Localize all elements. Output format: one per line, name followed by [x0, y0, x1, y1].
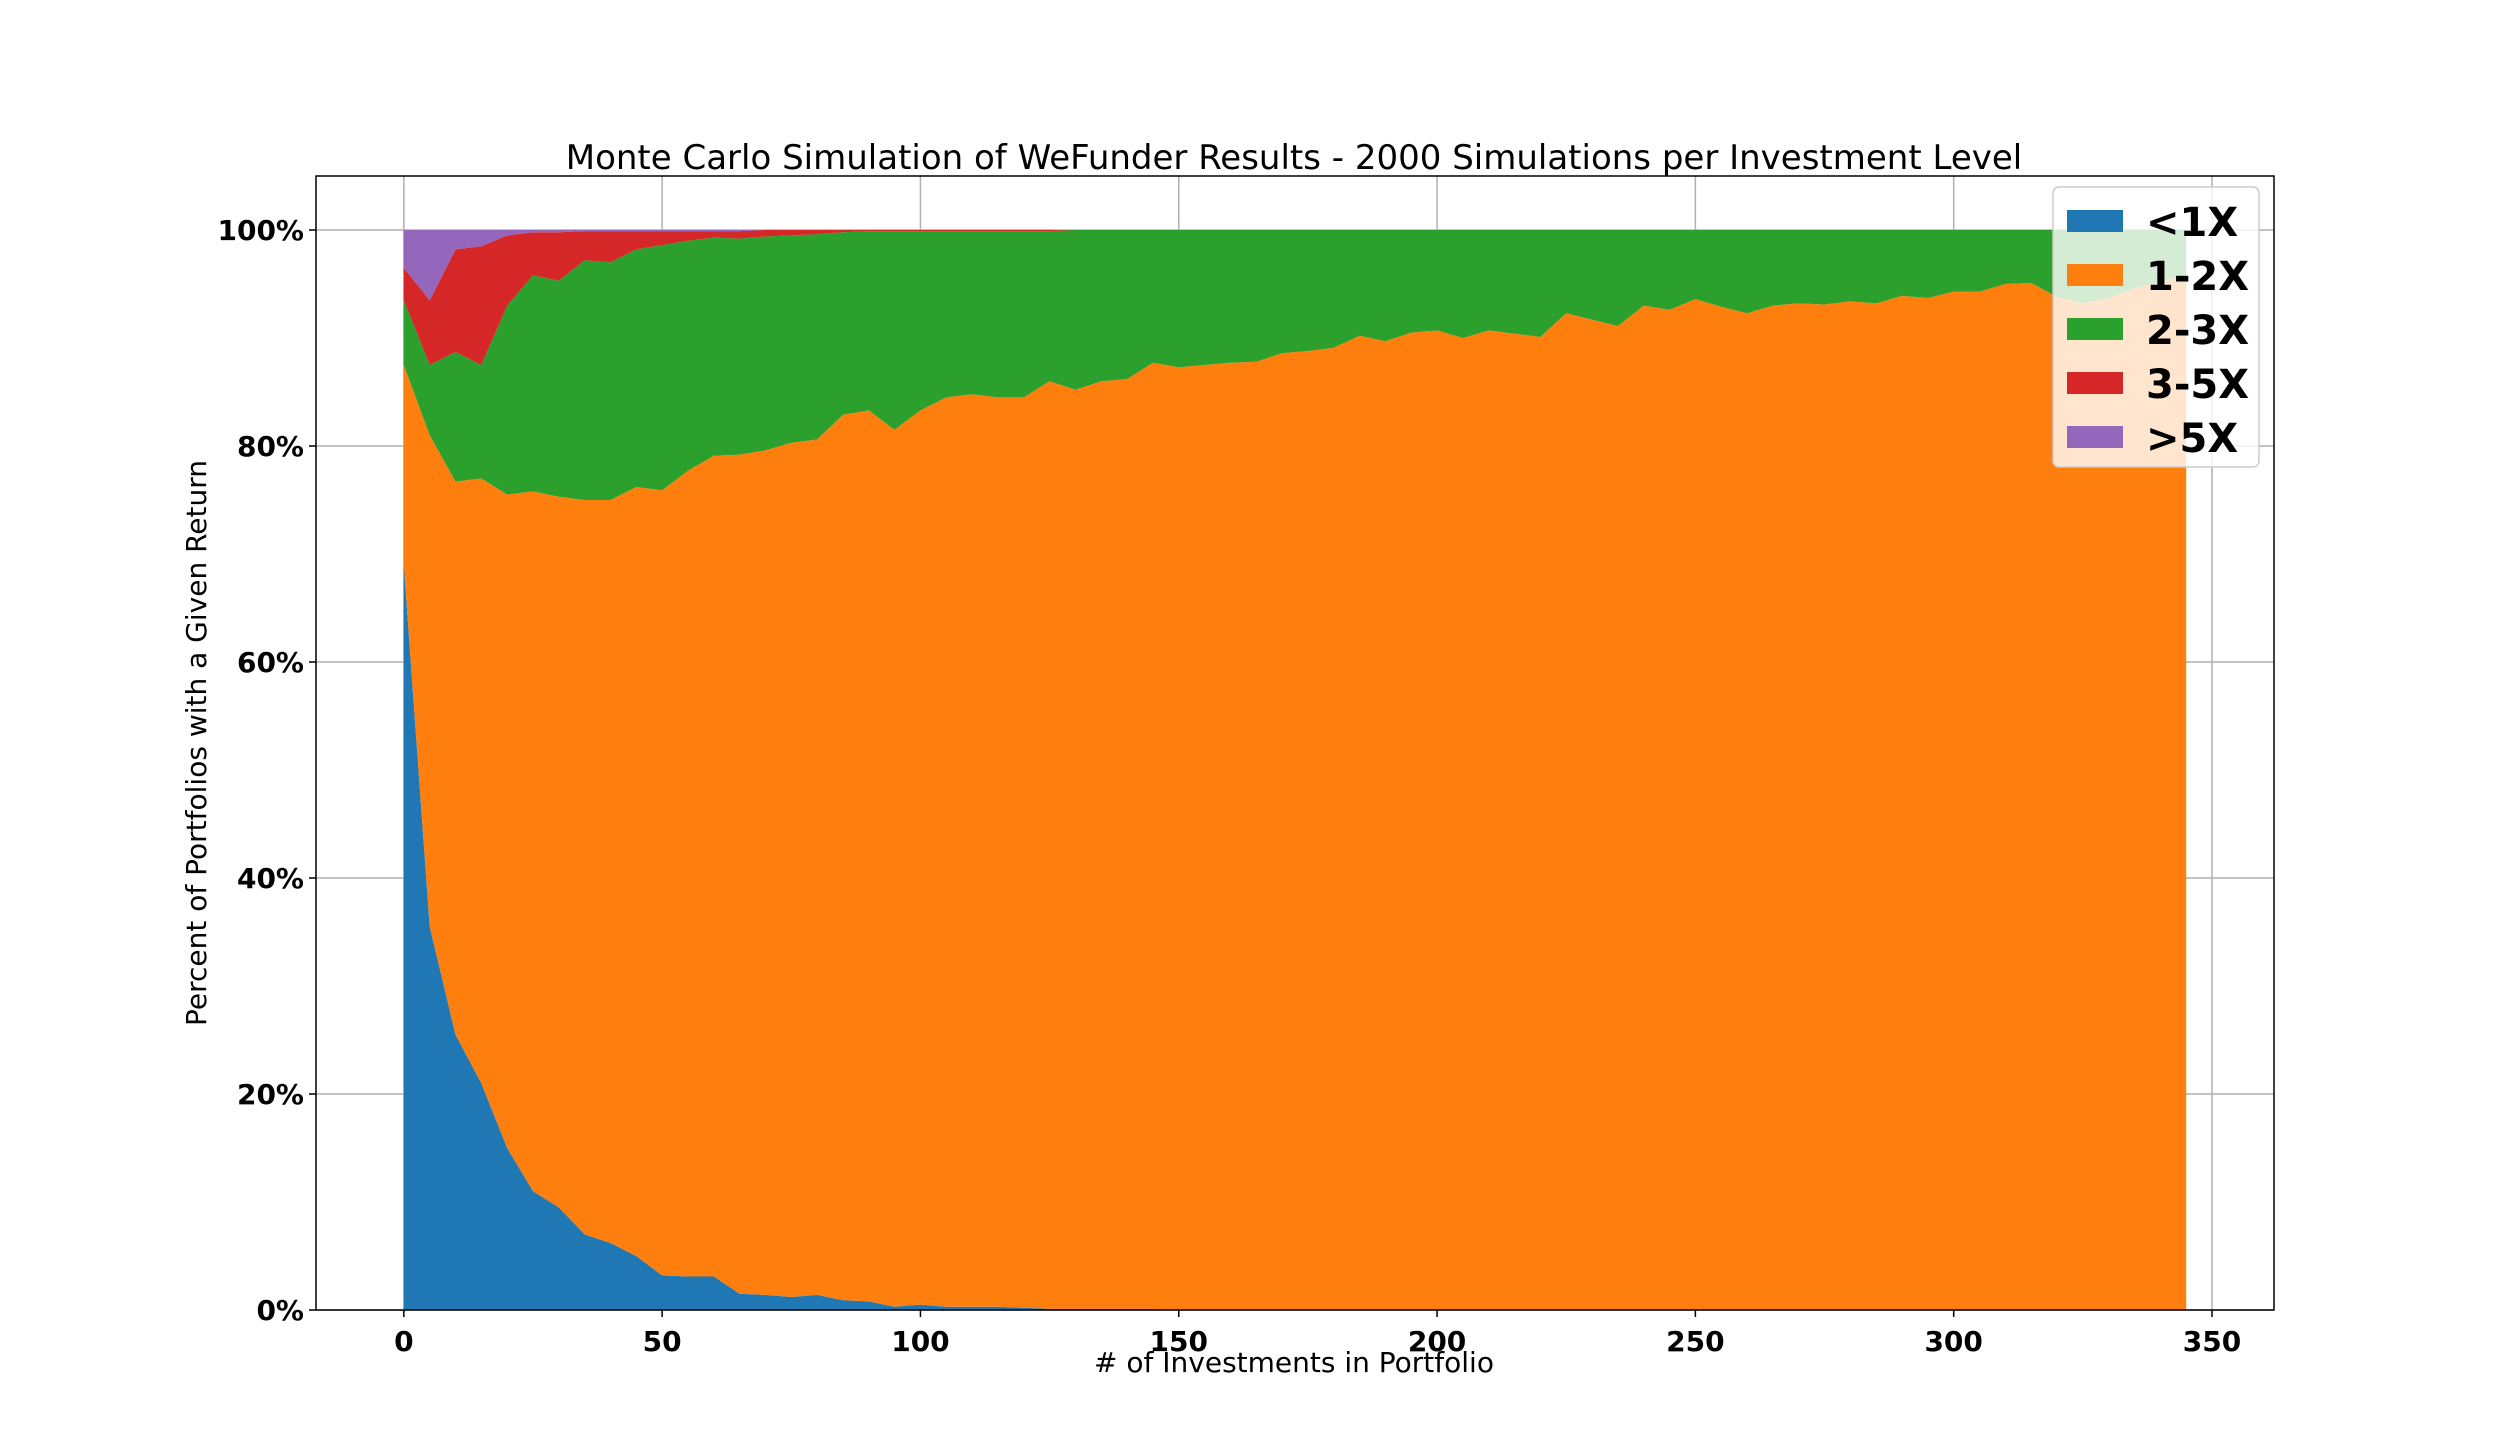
- area-series-1: [403, 275, 2187, 1310]
- legend-swatch: [2067, 318, 2123, 340]
- x-tick-label: 50: [643, 1325, 682, 1358]
- area-series-0: [403, 564, 2187, 1310]
- stacked-areas: [403, 230, 2187, 1310]
- legend-box: [2052, 186, 2260, 468]
- y-tick-label: 0%: [256, 1294, 304, 1327]
- y-tick-label: 20%: [237, 1078, 304, 1111]
- y-tick-label: 60%: [237, 646, 304, 679]
- area-series-2: [403, 230, 2187, 500]
- x-tick-label: 100: [891, 1325, 949, 1358]
- plot-frame: [315, 175, 2275, 1311]
- x-tick-label: 350: [2183, 1325, 2241, 1358]
- chart-title: Monte Carlo Simulation of WeFunder Resul…: [566, 138, 2023, 178]
- y-tick-label: 40%: [237, 862, 304, 895]
- area-series-3: [403, 230, 2187, 365]
- legend-label: <1X: [2146, 200, 2238, 246]
- legend-swatch: [2067, 210, 2123, 232]
- x-tick-label: 150: [1150, 1325, 1208, 1358]
- legend-label: 1-2X: [2146, 254, 2249, 300]
- legend-swatch: [2067, 426, 2123, 448]
- legend-swatch: [2067, 372, 2123, 394]
- x-axis-label: # of Investments in Portfolio: [1094, 1346, 1494, 1379]
- x-tick-label: 250: [1666, 1325, 1724, 1358]
- x-tick-label: 200: [1408, 1325, 1466, 1358]
- x-tick-label: 0: [394, 1325, 413, 1358]
- legend-label: 2-3X: [2146, 308, 2249, 354]
- y-axis-label: Percent of Portfolios with a Given Retur…: [180, 460, 213, 1026]
- legend: <1X 1-2X 2-3X 3-5X >5X: [2052, 186, 2260, 468]
- legend-label: >5X: [2146, 416, 2238, 462]
- legend-items: <1X 1-2X 2-3X 3-5X >5X: [2067, 200, 2249, 462]
- y-tick-label: 100%: [217, 214, 304, 247]
- y-tick-label: 80%: [237, 430, 304, 463]
- axis-ticks: 0 50 100 150 200 250 300 350 0% 20% 40% 60% 80% 100%: [217, 214, 2241, 1358]
- x-tick-label: 300: [1924, 1325, 1982, 1358]
- legend-swatch: [2067, 264, 2123, 286]
- legend-label: 3-5X: [2146, 362, 2249, 408]
